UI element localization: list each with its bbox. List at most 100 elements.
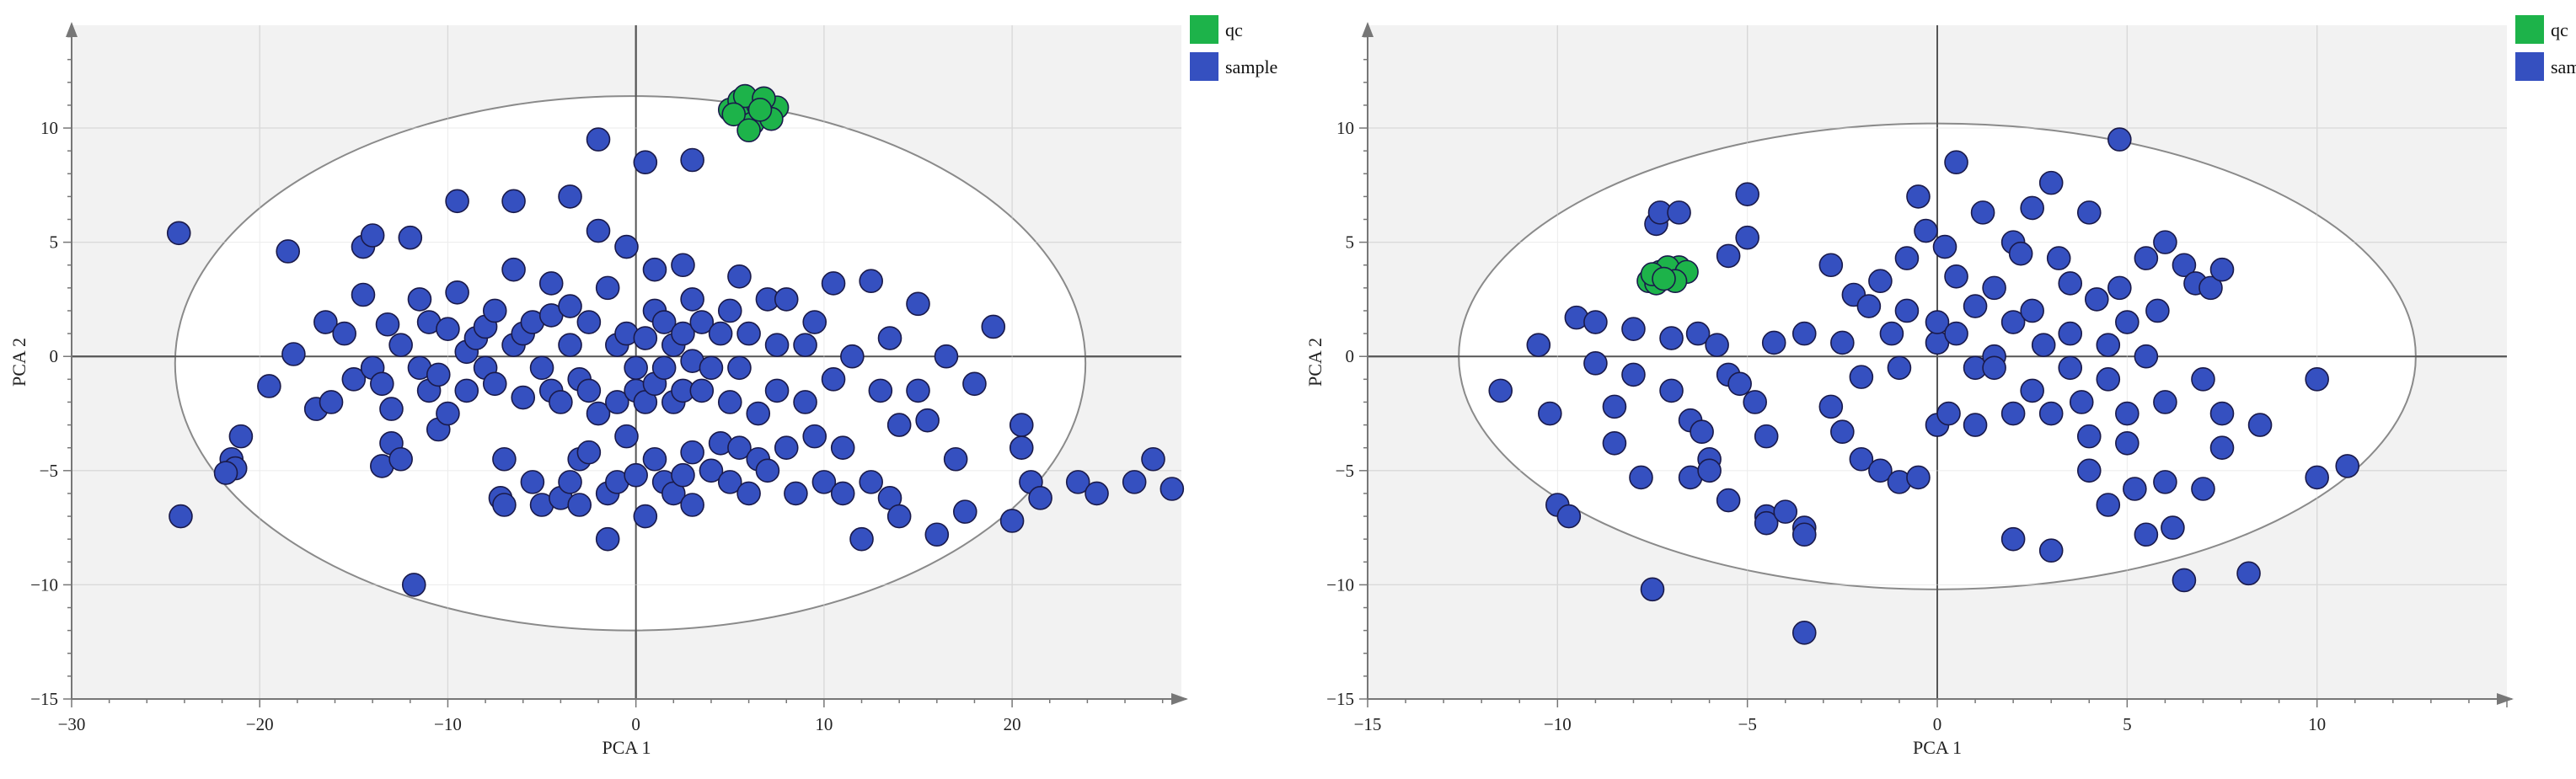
- left-point-sample: [764, 378, 790, 403]
- left-point-sample: [633, 326, 658, 350]
- left-point-sample: [943, 446, 968, 472]
- left-point-sample: [642, 446, 667, 472]
- right-y-axis-label: PCA 2: [1304, 338, 1325, 387]
- left-point-sample: [680, 440, 704, 465]
- left-point-sample: [538, 271, 564, 296]
- right-point-sample: [2153, 390, 2177, 414]
- right-point-sample: [2115, 430, 2140, 456]
- left-point-sample: [1009, 435, 1034, 460]
- left-point-sample: [680, 493, 704, 517]
- right-point-sample: [2096, 493, 2121, 517]
- pca-chart-left-svg: −30 −20 −10 0 10 20 −15 −10 −5 0 5 10 PCA 1 PCA 2 qc sa…: [8, 15, 1277, 758]
- right-point-sample: [1743, 390, 1767, 414]
- left-point-sample: [492, 493, 517, 517]
- right-point-sample: [2134, 522, 2159, 547]
- left-series-qc: [717, 83, 790, 143]
- right-point-sample: [2096, 333, 2121, 357]
- right-point-sample: [1868, 458, 1893, 483]
- right-point-sample: [1932, 234, 1957, 259]
- left-point-qc: [747, 98, 773, 122]
- left-point-sample: [981, 314, 1006, 339]
- left-point-sample: [934, 344, 959, 369]
- left-point-sample: [360, 223, 385, 248]
- right-point-sample: [2076, 200, 2102, 225]
- left-point-sample: [586, 127, 611, 152]
- left-point-sample: [717, 390, 742, 414]
- left-point-sample: [624, 462, 648, 488]
- right-point-sample: [2096, 367, 2121, 392]
- right-point-sample: [1602, 430, 1627, 456]
- left-point-sample: [680, 147, 704, 173]
- left-point-sample: [351, 282, 376, 307]
- left-point-sample: [746, 401, 771, 426]
- right-point-sample: [2076, 424, 2102, 449]
- left-y-tick-label: −5: [40, 461, 58, 481]
- left-point-sample: [849, 526, 874, 552]
- right-point-sample: [1894, 298, 1920, 323]
- left-point-sample: [689, 378, 715, 403]
- left-point-sample: [699, 355, 724, 381]
- right-point-sample: [2038, 538, 2064, 563]
- right-point-sample: [1629, 465, 1653, 490]
- left-point-sample: [764, 333, 790, 357]
- right-point-sample: [1970, 200, 1995, 225]
- left-point-sample: [859, 269, 883, 294]
- left-point-sample: [868, 378, 893, 403]
- left-legend-swatch-qc: [1190, 15, 1218, 44]
- left-point-sample: [379, 397, 404, 421]
- right-point-sample: [1849, 365, 1874, 389]
- left-point-sample: [332, 321, 356, 346]
- right-point-sample: [1735, 182, 1759, 206]
- left-point-sample: [614, 234, 639, 259]
- left-point-sample: [774, 435, 799, 460]
- left-point-sample: [605, 390, 629, 414]
- right-y-tick-label: −5: [1336, 461, 1354, 481]
- right-point-sample: [1818, 394, 1844, 419]
- right-point-sample: [1791, 522, 1817, 547]
- left-point-sample: [717, 298, 742, 323]
- right-y-tick-label: 0: [1346, 346, 1355, 366]
- left-point-sample: [699, 458, 724, 483]
- right-x-tick-label: 5: [2123, 714, 2132, 734]
- right-point-sample: [1690, 419, 1714, 445]
- left-point-sample: [651, 355, 677, 381]
- left-point-sample: [388, 333, 413, 357]
- left-legend-label-sample: sample: [1225, 56, 1277, 77]
- left-point-sample: [877, 326, 902, 350]
- right-point-sample: [1667, 200, 1691, 225]
- left-point-sample: [398, 225, 423, 250]
- right-point-sample: [2000, 401, 2026, 426]
- right-point-sample: [2020, 378, 2044, 403]
- right-x-axis-arrow: [2497, 693, 2514, 705]
- left-point-sample: [727, 264, 752, 289]
- right-point-sample: [1621, 362, 1646, 387]
- right-point-sample: [1830, 330, 1855, 355]
- left-point-sample: [1141, 446, 1165, 472]
- left-point-sample: [454, 378, 479, 403]
- right-point-sample: [2000, 310, 2026, 334]
- left-point-sample: [586, 218, 611, 243]
- right-point-sample: [1982, 355, 2006, 381]
- left-point-sample: [567, 493, 592, 517]
- right-point-sample: [1914, 218, 1938, 243]
- right-point-sample: [2134, 246, 2159, 270]
- left-point-sample: [821, 271, 846, 296]
- right-point-sample: [1830, 419, 1855, 445]
- right-point-sample: [2153, 470, 2177, 494]
- left-point-sample: [774, 287, 799, 312]
- left-point-sample: [576, 378, 602, 403]
- left-point-sample: [624, 355, 648, 381]
- left-point-sample: [549, 390, 573, 414]
- left-x-tick-label: 0: [631, 714, 640, 734]
- right-point-sample: [2020, 298, 2044, 323]
- right-point-sample: [1818, 253, 1844, 278]
- right-point-sample: [2107, 275, 2132, 301]
- right-point-sample: [1849, 446, 1874, 472]
- left-point-sample: [388, 446, 413, 472]
- right-y-tick-label: −15: [1326, 689, 1354, 709]
- left-y-tick-label: 10: [40, 118, 58, 138]
- right-y-tick-label: −10: [1326, 574, 1354, 595]
- right-point-sample: [1906, 184, 1931, 209]
- right-point-sample: [1526, 333, 1551, 357]
- left-point-sample: [999, 509, 1025, 533]
